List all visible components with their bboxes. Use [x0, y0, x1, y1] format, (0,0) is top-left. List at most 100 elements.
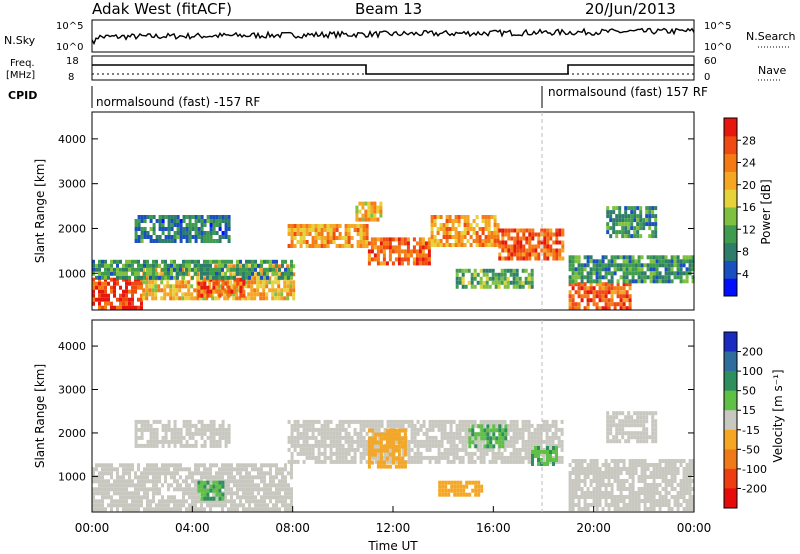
heatmap-cell [206, 499, 209, 504]
heatmap-cell [251, 463, 254, 468]
heatmap-cell [107, 271, 110, 276]
heatmap-cell [389, 419, 393, 424]
heatmap-cell [622, 275, 626, 280]
heatmap-cell [652, 507, 656, 511]
heatmap-cell [248, 475, 251, 480]
heatmap-cell [613, 259, 617, 264]
heatmap-cell [688, 507, 692, 511]
heatmap-cell [658, 507, 662, 511]
heatmap-cell [479, 439, 483, 444]
heatmap-cell [619, 491, 623, 495]
heatmap-cell [580, 495, 584, 499]
heatmap-cell [299, 451, 303, 456]
heatmap-cell [209, 488, 213, 493]
heatmap-cell [230, 463, 233, 468]
heatmap-cell [356, 447, 360, 452]
heatmap-cell [631, 267, 635, 272]
heatmap-cell [664, 495, 668, 499]
heatmap-cell [359, 240, 363, 244]
heatmap-cell [131, 301, 134, 306]
colorbar-block [724, 468, 737, 489]
heatmap-cell [212, 215, 216, 219]
heatmap-cell [524, 419, 528, 424]
heatmap-cell [227, 259, 230, 264]
heatmap-cell [275, 259, 278, 264]
heatmap-cell [203, 285, 207, 290]
heatmap-cell [293, 459, 297, 464]
heatmap-cell [344, 240, 348, 244]
heatmap-cell [134, 499, 137, 504]
heatmap-cell [140, 475, 143, 480]
heatmap-cell [530, 284, 534, 289]
heatmap-cell [370, 209, 374, 214]
heatmap-cell [589, 282, 593, 287]
heatmap-cell [197, 499, 200, 504]
heatmap-cell [654, 427, 658, 432]
heatmap-cell [498, 228, 502, 233]
heatmap-cell [385, 444, 389, 449]
heatmap-cell [335, 431, 339, 436]
heatmap-cell [314, 228, 318, 232]
heatmap-cell [113, 479, 116, 484]
heatmap-cell [152, 499, 155, 504]
heatmap-cell [673, 255, 677, 260]
heatmap-cell [275, 471, 278, 476]
heatmap-cell [185, 443, 189, 448]
heatmap-cell [534, 252, 538, 257]
heatmap-cell [338, 443, 342, 448]
heatmap-cell [589, 483, 593, 487]
heatmap-cell [598, 259, 602, 264]
heatmap-cell [491, 451, 495, 456]
heatmap-cell [592, 475, 596, 479]
heatmap-cell [455, 284, 459, 289]
heatmap-cell [518, 280, 522, 285]
heatmap-cell [311, 240, 315, 244]
heatmap-cell [209, 235, 213, 239]
heatmap-cell [385, 261, 389, 266]
heatmap-cell [140, 293, 143, 298]
heatmap-cell [621, 423, 625, 428]
heatmap-cell [546, 450, 549, 454]
heatmap-cell [664, 487, 668, 491]
heatmap-cell [437, 427, 441, 432]
heatmap-cell [475, 223, 479, 227]
heatmap-cell [607, 463, 611, 467]
heatmap-cell [209, 435, 213, 440]
heatmap-cell [443, 427, 447, 432]
heatmap-cell [373, 432, 377, 437]
heatmap-cell [233, 475, 236, 480]
heatmap-cell [601, 282, 605, 287]
heatmap-cell [98, 479, 101, 484]
heatmap-cell [131, 271, 134, 276]
heatmap-cell [664, 503, 668, 507]
heatmap-cell [555, 450, 558, 454]
heatmap-cell [164, 271, 167, 276]
heatmap-cell [320, 423, 324, 428]
heatmap-cell [418, 237, 422, 242]
heatmap-cell [169, 288, 173, 293]
heatmap-cell [379, 213, 383, 218]
heatmap-cell [482, 423, 486, 428]
heatmap-cell [419, 423, 423, 428]
heatmap-cell [630, 226, 634, 231]
heatmap-cell [506, 423, 510, 428]
heatmap-cell [218, 271, 221, 276]
heatmap-cell [577, 282, 581, 287]
heatmap-cell [152, 223, 156, 227]
heatmap-cell [110, 301, 113, 306]
heatmap-cell [392, 423, 396, 428]
heatmap-cell [595, 275, 599, 280]
heatmap-cell [98, 475, 101, 480]
heatmap-cell [631, 507, 635, 511]
heatmap-cell [182, 227, 186, 231]
heatmap-cell [365, 447, 369, 452]
heatmap-cell [374, 419, 378, 424]
heatmap-cell [546, 454, 549, 458]
heatmap-cell [628, 467, 632, 471]
heatmap-cell [137, 271, 140, 276]
heatmap-cell [488, 276, 492, 281]
heatmap-cell [628, 302, 632, 307]
heatmap-cell [444, 492, 448, 497]
heatmap-cell [446, 439, 450, 444]
heatmap-cell [434, 419, 438, 424]
